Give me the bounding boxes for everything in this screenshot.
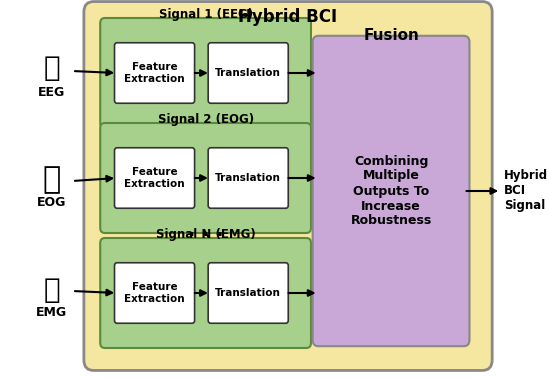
FancyBboxPatch shape bbox=[208, 43, 288, 103]
Text: Feature
Extraction: Feature Extraction bbox=[124, 167, 185, 189]
FancyBboxPatch shape bbox=[100, 18, 311, 128]
FancyBboxPatch shape bbox=[114, 148, 195, 208]
Text: EMG: EMG bbox=[36, 307, 67, 319]
Text: Signal N (EMG): Signal N (EMG) bbox=[156, 228, 256, 241]
Text: Hybrid
BCI
Signal: Hybrid BCI Signal bbox=[504, 169, 548, 212]
Text: Fusion: Fusion bbox=[363, 28, 419, 43]
FancyBboxPatch shape bbox=[84, 2, 492, 370]
Text: Feature
Extraction: Feature Extraction bbox=[124, 62, 185, 84]
Text: 💪: 💪 bbox=[43, 276, 60, 304]
FancyBboxPatch shape bbox=[114, 43, 195, 103]
FancyBboxPatch shape bbox=[114, 263, 195, 323]
FancyBboxPatch shape bbox=[312, 36, 470, 346]
Text: Translation: Translation bbox=[215, 173, 281, 183]
FancyBboxPatch shape bbox=[208, 263, 288, 323]
FancyBboxPatch shape bbox=[100, 123, 311, 233]
FancyBboxPatch shape bbox=[208, 148, 288, 208]
Text: EOG: EOG bbox=[37, 197, 66, 209]
Text: Feature
Extraction: Feature Extraction bbox=[124, 282, 185, 304]
Text: Translation: Translation bbox=[215, 68, 281, 78]
Text: EEG: EEG bbox=[38, 87, 65, 99]
Text: . . .: . . . bbox=[188, 220, 224, 240]
Text: Translation: Translation bbox=[215, 288, 281, 298]
Text: Combining
Multiple
Outputs To
Increase
Robustness: Combining Multiple Outputs To Increase R… bbox=[350, 155, 432, 228]
Text: Hybrid BCI: Hybrid BCI bbox=[238, 8, 337, 26]
Text: 👁: 👁 bbox=[42, 166, 60, 195]
Text: Signal 2 (EOG): Signal 2 (EOG) bbox=[157, 113, 254, 126]
Text: 🧠: 🧠 bbox=[43, 54, 60, 82]
Text: Signal 1 (EEG): Signal 1 (EEG) bbox=[158, 8, 252, 21]
FancyBboxPatch shape bbox=[100, 238, 311, 348]
